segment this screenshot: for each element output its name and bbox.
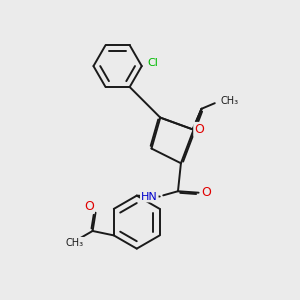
Text: O: O xyxy=(194,123,204,136)
Text: Cl: Cl xyxy=(148,58,158,68)
Text: CH₃: CH₃ xyxy=(221,96,239,106)
Text: CH₃: CH₃ xyxy=(66,238,84,248)
Text: O: O xyxy=(84,200,94,213)
Text: O: O xyxy=(201,186,211,199)
Text: HN: HN xyxy=(141,191,158,202)
